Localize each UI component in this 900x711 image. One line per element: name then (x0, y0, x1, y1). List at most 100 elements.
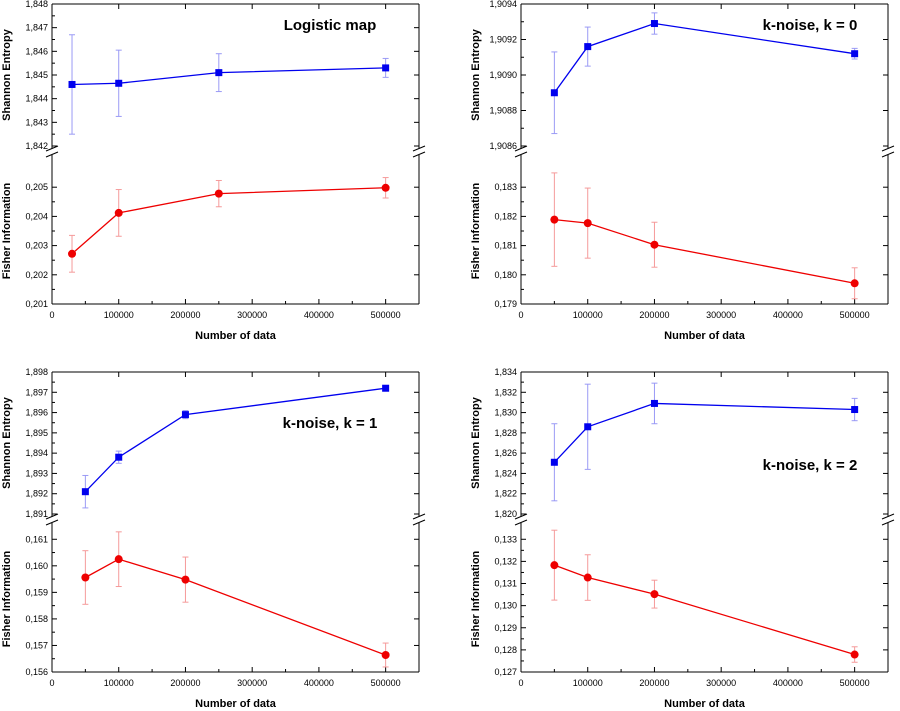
panel-title: Logistic map (284, 17, 377, 34)
y-tick-label: 0,160 (25, 561, 48, 571)
y-tick-label: 1,895 (25, 428, 48, 438)
data-point (550, 89, 558, 97)
x-tick-label: 0 (49, 310, 54, 320)
y-axis-label-top: Shannon Entropy (470, 28, 482, 121)
axis-break-mark (881, 513, 895, 520)
y-tick-label: 0,161 (25, 534, 48, 544)
data-point (583, 573, 592, 582)
y-tick-label: 0,183 (494, 182, 517, 192)
data-point (851, 406, 859, 414)
axis-break-mark (45, 519, 59, 526)
y-axis-label-top: Shannon Entropy (1, 28, 13, 121)
y-tick-label: 1,893 (25, 468, 48, 478)
y-tick-label: 0,201 (25, 299, 48, 309)
x-tick-label: 300000 (237, 310, 267, 320)
y-tick-label: 1,824 (494, 468, 517, 478)
y-tick-label: 1,830 (494, 408, 517, 418)
x-tick-label: 500000 (371, 678, 401, 688)
series-line-bottom (554, 218, 855, 284)
x-tick-label: 200000 (170, 310, 200, 320)
y-tick-label: 1,826 (494, 448, 517, 458)
data-point (114, 208, 123, 217)
y-tick-label: 0,203 (25, 241, 48, 251)
data-point (550, 561, 559, 570)
data-point (851, 50, 859, 58)
y-tick-label: 1,822 (494, 489, 517, 499)
y-tick-label: 0,204 (25, 211, 48, 221)
y-tick-label: 1,848 (25, 0, 48, 9)
axis-break-mark (45, 151, 59, 158)
y-axis-label-bottom: Fisher Information (470, 550, 482, 647)
chart-panel-3: 0 100000 200000 300000 400000 500000 Number of… (470, 367, 895, 710)
y-tick-label: 0,180 (494, 270, 517, 280)
x-tick-label: 400000 (773, 678, 803, 688)
y-tick-label: 0,133 (494, 534, 517, 544)
y-tick-label: 1,834 (494, 367, 517, 377)
y-tick-label: 0,179 (494, 299, 517, 309)
y-tick-label: 1,891 (25, 509, 48, 519)
y-axis-label-top: Shannon Entropy (1, 396, 13, 489)
axis-break-mark (412, 513, 426, 520)
data-point (850, 279, 859, 288)
y-tick-label: 0,129 (494, 623, 517, 633)
y-tick-label: 0,132 (494, 556, 517, 566)
series-line-top (72, 67, 386, 86)
y-tick-label: 1,892 (25, 489, 48, 499)
series-line-bottom (85, 558, 386, 656)
x-axis-label: Number of data (664, 330, 746, 342)
axis-break-mark (881, 145, 895, 152)
axis-break-mark (881, 519, 895, 526)
data-point (381, 183, 390, 192)
x-axis-label: Number of data (195, 698, 277, 710)
y-tick-label: 1,843 (25, 117, 48, 127)
y-tick-label: 0,159 (25, 587, 48, 597)
y-axis-label-top: Shannon Entropy (470, 396, 482, 489)
axis-break-mark (514, 513, 528, 520)
y-tick-label: 1,9092 (489, 35, 517, 45)
panel-title: k-noise, k = 1 (283, 415, 378, 432)
y-tick-label: 0,131 (494, 579, 517, 589)
x-tick-label: 200000 (170, 678, 200, 688)
data-point (650, 399, 658, 407)
axis-break-mark (514, 519, 528, 526)
y-tick-label: 1,828 (494, 428, 517, 438)
y-tick-label: 1,845 (25, 70, 48, 80)
axis-break-mark (881, 151, 895, 158)
axis-break-mark (412, 519, 426, 526)
data-point (68, 249, 77, 258)
x-tick-label: 100000 (573, 678, 603, 688)
y-axis-label-bottom: Fisher Information (1, 182, 13, 279)
y-tick-label: 1,898 (25, 367, 48, 377)
y-tick-label: 0,205 (25, 182, 48, 192)
x-tick-label: 100000 (104, 678, 134, 688)
data-point (550, 458, 558, 466)
data-point (381, 651, 390, 660)
y-tick-label: 1,9088 (489, 106, 517, 116)
series-line-top (553, 402, 855, 463)
y-tick-label: 0,156 (25, 667, 48, 677)
y-tick-label: 1,832 (494, 387, 517, 397)
data-point (115, 453, 123, 461)
chart-panel-1: 0 100000 200000 300000 400000 500000 Number of… (470, 0, 895, 342)
data-point (850, 650, 859, 659)
y-tick-label: 1,896 (25, 408, 48, 418)
data-point (81, 488, 89, 496)
x-tick-label: 0 (518, 310, 523, 320)
x-tick-label: 500000 (371, 310, 401, 320)
x-tick-label: 100000 (573, 310, 603, 320)
axis-break-mark (514, 151, 528, 158)
y-tick-label: 1,894 (25, 448, 48, 458)
y-tick-label: 0,130 (494, 601, 517, 611)
x-tick-label: 500000 (840, 310, 870, 320)
x-tick-label: 300000 (706, 310, 736, 320)
y-tick-label: 0,182 (494, 211, 517, 221)
y-tick-label: 0,127 (494, 667, 517, 677)
y-tick-label: 0,128 (494, 645, 517, 655)
chart-panel-0: 0 100000 200000 300000 400000 500000 Number of… (1, 0, 426, 342)
y-axis-label-bottom: Fisher Information (1, 550, 13, 647)
y-tick-label: 1,847 (25, 23, 48, 33)
y-tick-label: 1,9086 (489, 141, 517, 151)
y-tick-label: 1,842 (25, 141, 48, 151)
x-tick-label: 200000 (639, 310, 669, 320)
panel-title: k-noise, k = 0 (763, 17, 858, 34)
